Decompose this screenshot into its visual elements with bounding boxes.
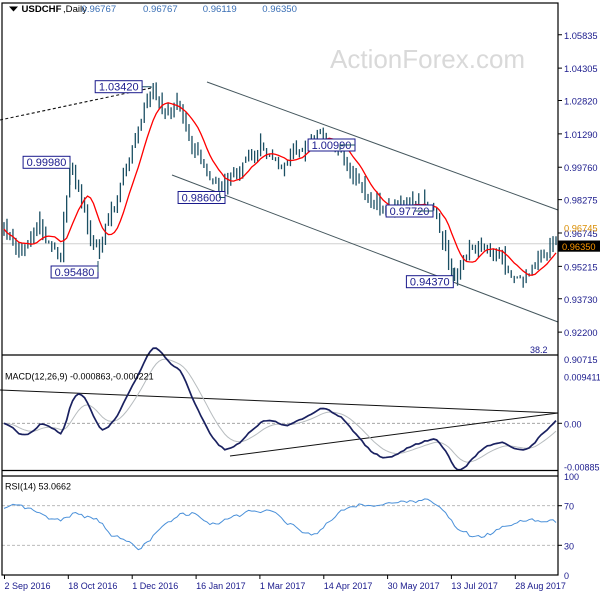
svg-text:0.95215: 0.95215 xyxy=(564,262,598,272)
svg-text:30 May 2017: 30 May 2017 xyxy=(388,581,440,591)
svg-text:2 Sep 2016: 2 Sep 2016 xyxy=(5,581,51,591)
svg-text:14 Apr 2017: 14 Apr 2017 xyxy=(324,581,373,591)
svg-text:0.96767: 0.96767 xyxy=(82,4,117,15)
svg-text:0.90715: 0.90715 xyxy=(564,355,598,365)
svg-text:1.04305: 1.04305 xyxy=(564,64,598,74)
svg-text:100: 100 xyxy=(564,472,579,482)
svg-text:MACD(12,26,9) -0.000863,-0.000: MACD(12,26,9) -0.000863,-0.000221 xyxy=(5,372,154,382)
svg-text:1.03420: 1.03420 xyxy=(99,82,139,94)
svg-text:0.96767: 0.96767 xyxy=(143,4,178,15)
svg-text:30: 30 xyxy=(564,541,574,551)
svg-text:RSI(14) 53.0662: RSI(14) 53.0662 xyxy=(5,481,71,491)
svg-text:1.00990: 1.00990 xyxy=(312,140,352,152)
svg-text:0: 0 xyxy=(564,571,569,581)
svg-text:0.96350: 0.96350 xyxy=(262,4,297,15)
svg-text:1.02820: 1.02820 xyxy=(564,97,598,107)
svg-text:0.96119: 0.96119 xyxy=(203,4,237,15)
svg-text:-0.008852: -0.008852 xyxy=(564,463,600,473)
svg-text:1.01290: 1.01290 xyxy=(564,130,598,140)
svg-text:0.96745: 0.96745 xyxy=(564,224,598,234)
svg-text:1.05835: 1.05835 xyxy=(564,31,598,41)
svg-text:28 Aug 2017: 28 Aug 2017 xyxy=(515,581,566,591)
svg-text:0.96350: 0.96350 xyxy=(562,242,596,252)
svg-text:13 Jul 2017: 13 Jul 2017 xyxy=(451,581,498,591)
svg-text:1 Dec 2016: 1 Dec 2016 xyxy=(132,581,178,591)
svg-text:0.92200: 0.92200 xyxy=(564,328,598,338)
svg-text:70: 70 xyxy=(564,502,574,512)
svg-text:1 Mar 2017: 1 Mar 2017 xyxy=(260,581,306,591)
svg-text:0.95480: 0.95480 xyxy=(55,267,95,279)
svg-text:38.2: 38.2 xyxy=(530,345,548,355)
svg-text:18 Oct 2016: 18 Oct 2016 xyxy=(68,581,117,591)
svg-text:16 Jan 2017: 16 Jan 2017 xyxy=(196,581,246,591)
svg-text:0.98275: 0.98275 xyxy=(564,196,598,206)
svg-text:0.93730: 0.93730 xyxy=(564,295,598,305)
svg-text:0.94370: 0.94370 xyxy=(410,277,450,289)
svg-text:0.99760: 0.99760 xyxy=(564,163,598,173)
svg-text:0.009411: 0.009411 xyxy=(564,373,600,383)
svg-text:0.97720: 0.97720 xyxy=(390,206,430,218)
svg-text:0.00: 0.00 xyxy=(564,419,582,429)
svg-text:USDCHF: USDCHF xyxy=(22,4,62,15)
svg-text:ActionForex.com: ActionForex.com xyxy=(330,44,525,74)
svg-text:0.99980: 0.99980 xyxy=(27,157,67,169)
svg-text:0.98600: 0.98600 xyxy=(182,192,222,204)
